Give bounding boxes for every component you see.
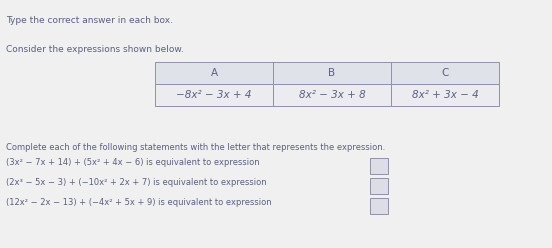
Bar xyxy=(370,158,388,174)
Text: (12x² − 2x − 13) + (−4x² + 5x + 9) is equivalent to expression: (12x² − 2x − 13) + (−4x² + 5x + 9) is eq… xyxy=(6,198,272,207)
Text: Consider the expressions shown below.: Consider the expressions shown below. xyxy=(6,45,184,54)
Text: A: A xyxy=(210,68,217,78)
Text: Type the correct answer in each box.: Type the correct answer in each box. xyxy=(6,16,173,25)
Bar xyxy=(391,84,499,106)
Bar xyxy=(273,84,391,106)
Text: B: B xyxy=(328,68,336,78)
Text: Complete each of the following statements with the letter that represents the ex: Complete each of the following statement… xyxy=(6,143,385,152)
Bar xyxy=(391,62,499,84)
Text: (3x² − 7x + 14) + (5x² + 4x − 6) is equivalent to expression: (3x² − 7x + 14) + (5x² + 4x − 6) is equi… xyxy=(6,158,259,167)
Text: (2x³ − 5x − 3) + (−10x² + 2x + 7) is equivalent to expression: (2x³ − 5x − 3) + (−10x² + 2x + 7) is equ… xyxy=(6,178,267,187)
Bar xyxy=(370,178,388,194)
Bar xyxy=(370,198,388,214)
Text: 8x² + 3x − 4: 8x² + 3x − 4 xyxy=(412,90,479,100)
Bar xyxy=(155,62,273,84)
Text: 8x² − 3x + 8: 8x² − 3x + 8 xyxy=(299,90,365,100)
Bar xyxy=(155,84,273,106)
Text: C: C xyxy=(441,68,449,78)
Bar xyxy=(273,62,391,84)
Text: −8x² − 3x + 4: −8x² − 3x + 4 xyxy=(176,90,252,100)
